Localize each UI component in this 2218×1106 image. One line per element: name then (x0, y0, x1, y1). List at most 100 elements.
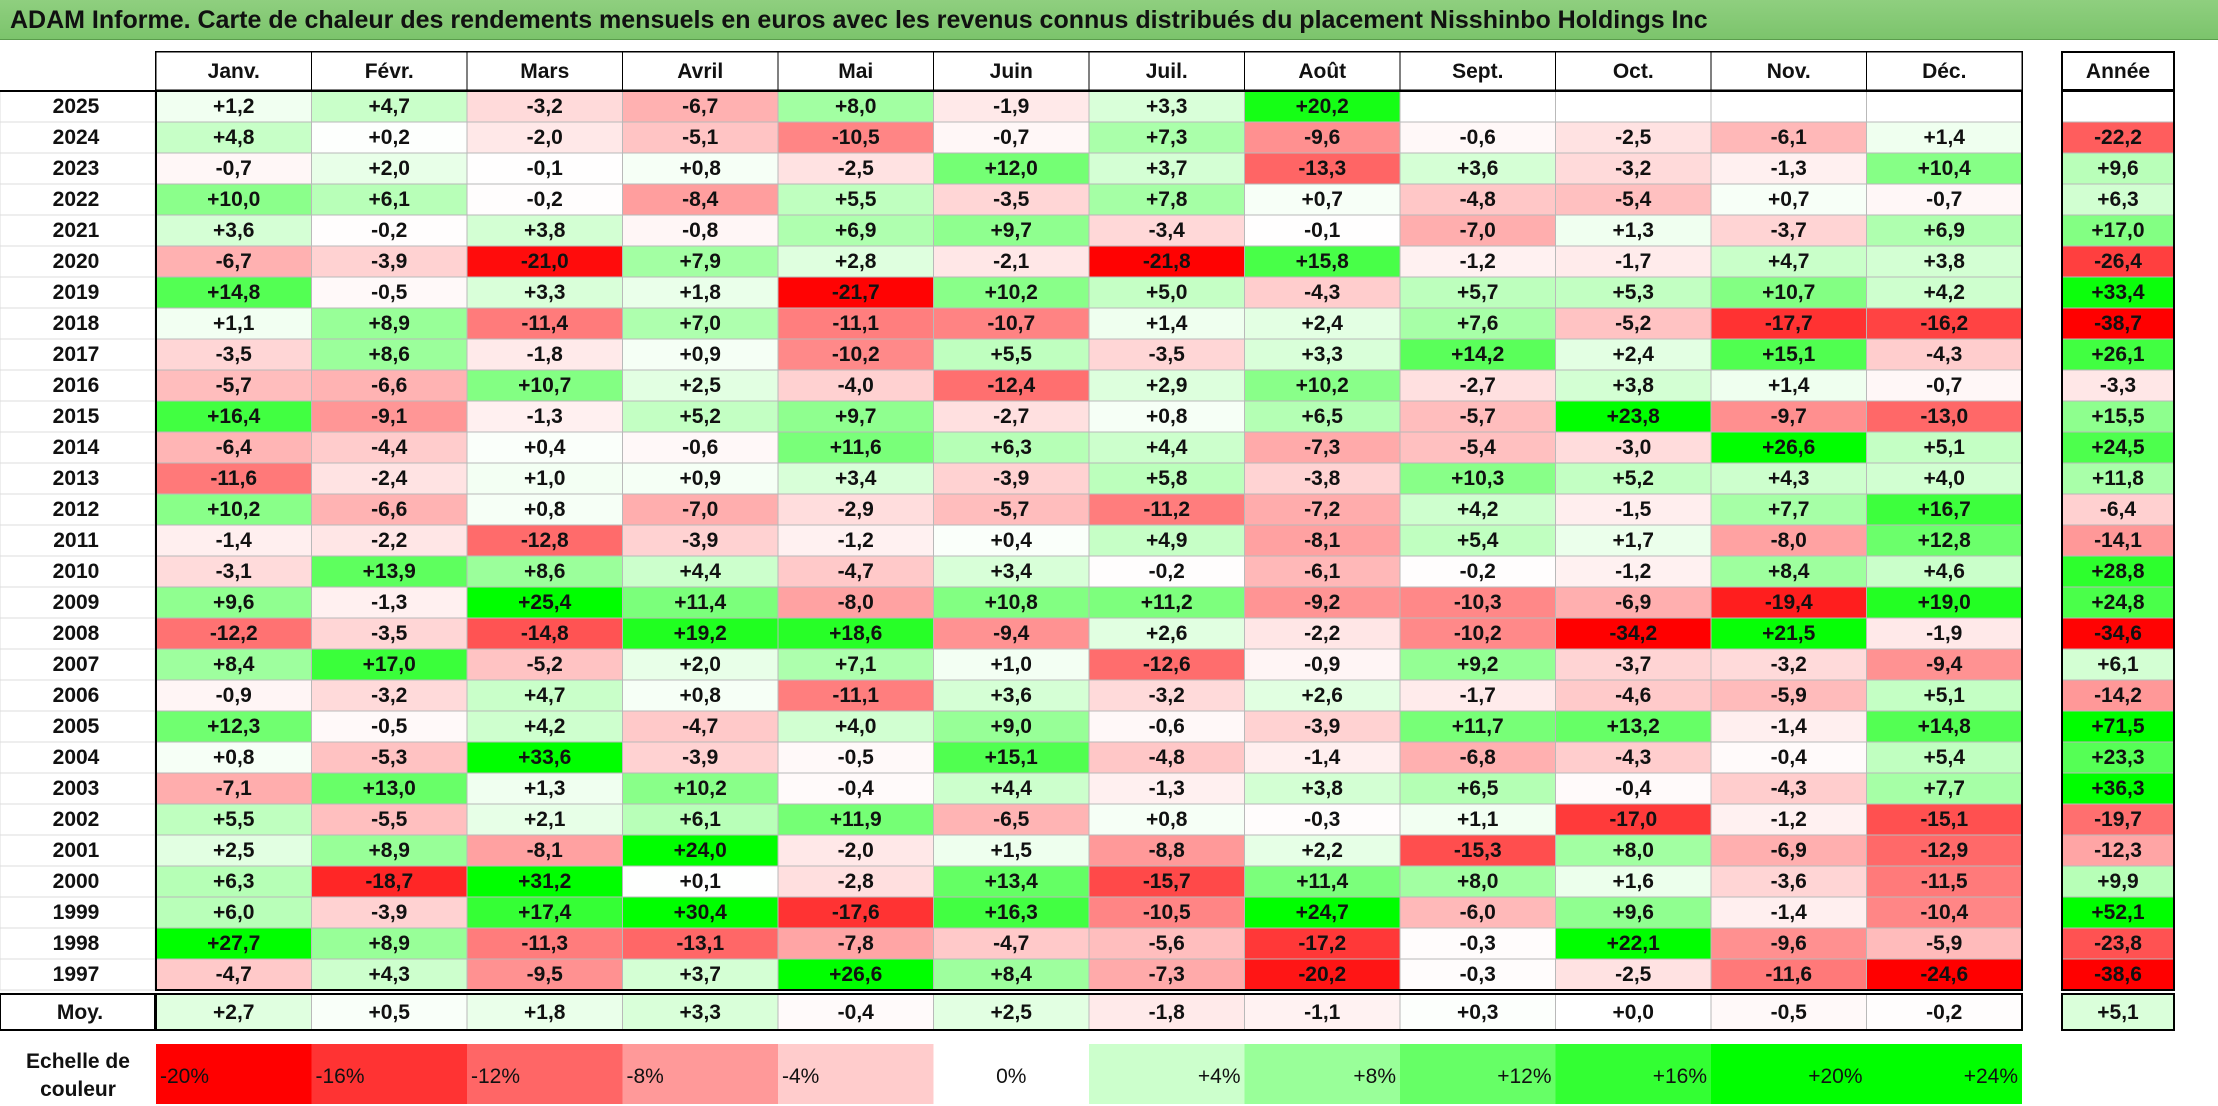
heat-cell-value: +16,3 (985, 901, 1038, 924)
heat-cell-value: -4,8 (1460, 188, 1497, 211)
heat-cell-value: -17,6 (832, 901, 880, 924)
heat-cell (1399, 772, 1556, 805)
heat-cell (311, 648, 468, 681)
heat-cell-value: +3,3 (524, 281, 565, 304)
heat-cell (1399, 462, 1556, 495)
heat-cell-value: -11,2 (1143, 498, 1190, 521)
heat-cell-value: +7,7 (1768, 498, 1809, 521)
heat-cell-value: +4,7 (1768, 250, 1809, 273)
average-cell-value: -1,8 (1149, 1001, 1186, 1024)
heat-cell-value: +10,2 (207, 498, 260, 521)
month-header-label: Mars (520, 60, 569, 83)
heat-cell (933, 803, 1090, 836)
heat-cell (466, 586, 623, 619)
heat-cell-value: +1,8 (680, 281, 722, 304)
heat-cell (1088, 307, 1245, 340)
heat-cell-value: -4,3 (1771, 777, 1807, 800)
heat-cell (1710, 400, 1867, 433)
heat-cell-value: +11,4 (1296, 870, 1348, 893)
heat-cell-value: -1,3 (1149, 777, 1185, 800)
heat-cell (933, 214, 1090, 247)
heat-cell (311, 741, 468, 774)
heat-cell-value: +13,4 (985, 870, 1038, 893)
heat-cell-value: -12,2 (210, 622, 258, 645)
heat-cell-value: +13,9 (363, 560, 416, 583)
heat-cell (933, 555, 1090, 588)
heat-cell-value: -5,4 (1460, 436, 1497, 459)
heat-cell-value: -11,6 (210, 467, 257, 490)
row-year-label: 2001 (53, 839, 100, 862)
heat-cell (1399, 493, 1556, 526)
heat-cell-value: +8,4 (213, 653, 255, 676)
legend-swatch (1244, 1044, 1400, 1104)
heat-cell-value: -6,1 (1304, 560, 1341, 583)
heat-cell-value: +7,7 (1924, 777, 1965, 800)
heat-cell (311, 90, 468, 123)
heat-cell-value: -11,4 (521, 312, 568, 335)
row-year-label: 2009 (53, 591, 100, 614)
heat-cell (777, 462, 934, 495)
heat-cell (1555, 369, 1712, 402)
heat-cell (1866, 710, 2023, 743)
year-total-cell (2061, 710, 2175, 743)
heat-cell (1866, 803, 2023, 836)
heat-cell-value: +9,7 (835, 405, 876, 428)
legend-step-label: +8% (1353, 1065, 1396, 1088)
heat-cell (1555, 648, 1712, 681)
heat-cell-value: +7,8 (1146, 188, 1188, 211)
heat-cell (1244, 369, 1401, 402)
heat-cell-value: +6,5 (1457, 777, 1499, 800)
heat-cell-value: +5,4 (1457, 529, 1499, 552)
heat-cell-value: -0,4 (838, 777, 875, 800)
heat-cell-value: -4,7 (216, 963, 252, 986)
legend-step-label: -8% (627, 1065, 664, 1088)
heat-cell-value: -8,0 (1771, 529, 1807, 552)
heat-cell (1866, 152, 2023, 185)
month-header-cell (311, 51, 468, 91)
heat-cell-value: +0,8 (213, 746, 255, 769)
row-year-label: 2012 (53, 498, 100, 521)
heat-cell (933, 772, 1090, 805)
heat-cell (466, 245, 623, 278)
heat-cell-value: +9,6 (213, 591, 254, 614)
heat-cell (1555, 741, 1712, 774)
heat-cell (1244, 338, 1401, 371)
heat-cell-value: -0,8 (682, 219, 719, 242)
row-year-label: 2013 (53, 467, 100, 490)
heat-cell-value: -1,2 (1615, 560, 1651, 583)
year-total-cell (2061, 400, 2175, 433)
heat-cell (311, 214, 468, 247)
year-total-value: -3,3 (2100, 374, 2136, 397)
average-cell-value: +0,3 (1457, 1001, 1498, 1024)
heat-cell (1710, 183, 1867, 216)
heat-cell (1244, 90, 1401, 123)
page-title: ADAM Informe. Carte de chaleur des rende… (0, 0, 2218, 40)
heat-cell-value: -5,2 (1615, 312, 1651, 335)
heat-cell (1555, 834, 1712, 867)
heat-cell (155, 338, 312, 371)
heat-cell-value: +4,3 (369, 963, 410, 986)
year-total-value: +28,8 (2091, 560, 2144, 583)
average-cell (622, 993, 779, 1031)
row-label-cell (0, 307, 156, 340)
heat-cell-value: -13,0 (1920, 405, 1968, 428)
heat-cell-value: -7,0 (682, 498, 718, 521)
heat-cell (622, 214, 779, 247)
heat-cell (155, 741, 312, 774)
heat-cell-value: -10,3 (1454, 591, 1502, 614)
heat-cell (1866, 400, 2023, 433)
heat-cell (933, 958, 1090, 991)
heat-cell (1866, 834, 2023, 867)
year-total-cell (2061, 648, 2175, 681)
heat-cell-value: -6,7 (682, 95, 718, 118)
heat-cell (777, 896, 934, 929)
heat-cell-value: +15,1 (985, 746, 1038, 769)
heat-cell (466, 431, 623, 464)
heat-cell (933, 865, 1090, 898)
heat-cell-value: -7,3 (1304, 436, 1340, 459)
heat-cell (1866, 927, 2023, 960)
heat-cell (155, 214, 312, 247)
heat-cell-value: -14,8 (521, 622, 569, 645)
heat-cell-value: -3,5 (993, 188, 1030, 211)
